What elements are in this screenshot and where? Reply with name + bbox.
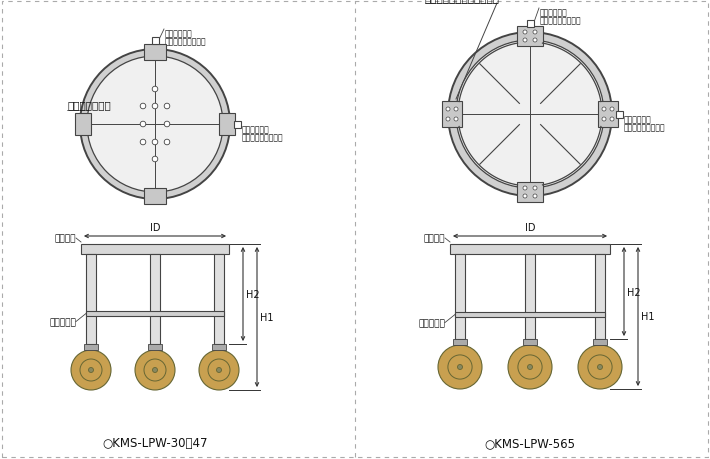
Bar bbox=[527, 21, 533, 28]
Bar bbox=[151, 38, 158, 45]
Circle shape bbox=[598, 365, 603, 369]
Circle shape bbox=[446, 108, 450, 112]
Circle shape bbox=[508, 345, 552, 389]
Bar bbox=[453, 339, 467, 345]
Circle shape bbox=[446, 118, 450, 122]
Circle shape bbox=[533, 39, 537, 43]
Text: ストッパー付: ストッパー付 bbox=[540, 8, 568, 17]
Circle shape bbox=[140, 140, 146, 146]
Bar bbox=[598, 102, 618, 128]
Bar bbox=[148, 344, 162, 350]
Text: スタンド本体：アングル型: スタンド本体：アングル型 bbox=[425, 0, 500, 3]
Text: キャスター取付位置: キャスター取付位置 bbox=[540, 16, 581, 25]
Bar bbox=[219, 114, 235, 136]
Bar bbox=[616, 111, 623, 118]
Circle shape bbox=[602, 108, 606, 112]
Circle shape bbox=[87, 57, 223, 193]
Circle shape bbox=[533, 187, 537, 190]
Bar bbox=[450, 245, 610, 254]
Circle shape bbox=[602, 118, 606, 122]
Text: ストッパー付: ストッパー付 bbox=[624, 115, 652, 124]
Bar bbox=[86, 254, 96, 344]
Bar bbox=[144, 45, 166, 61]
Circle shape bbox=[457, 365, 462, 369]
Bar bbox=[523, 339, 537, 345]
Bar bbox=[150, 254, 160, 344]
Circle shape bbox=[164, 104, 170, 110]
Text: ストッパー付: ストッパー付 bbox=[165, 29, 192, 38]
Text: ○KMS-LPW-30～47: ○KMS-LPW-30～47 bbox=[102, 436, 208, 449]
Circle shape bbox=[199, 350, 239, 390]
Text: H1: H1 bbox=[260, 312, 273, 322]
Circle shape bbox=[71, 350, 111, 390]
Bar bbox=[517, 27, 543, 47]
Circle shape bbox=[610, 108, 614, 112]
Text: H2: H2 bbox=[246, 289, 260, 299]
Text: 補強パイプ: 補強パイプ bbox=[49, 317, 76, 326]
Circle shape bbox=[523, 39, 527, 43]
Text: スタンド：皿型: スタンド：皿型 bbox=[67, 100, 111, 110]
Text: キャスター取付位置: キャスター取付位置 bbox=[242, 133, 283, 142]
Circle shape bbox=[523, 195, 527, 199]
Circle shape bbox=[217, 368, 222, 373]
Circle shape bbox=[448, 33, 612, 196]
Bar bbox=[86, 311, 224, 316]
Circle shape bbox=[80, 50, 230, 200]
Circle shape bbox=[152, 140, 158, 146]
Circle shape bbox=[533, 31, 537, 35]
Bar bbox=[525, 254, 535, 339]
Bar bbox=[144, 189, 166, 205]
Bar bbox=[593, 339, 607, 345]
Bar bbox=[75, 114, 91, 136]
Circle shape bbox=[153, 368, 158, 373]
Bar bbox=[212, 344, 226, 350]
Circle shape bbox=[152, 157, 158, 162]
Circle shape bbox=[454, 118, 458, 122]
Text: H2: H2 bbox=[627, 287, 640, 297]
Circle shape bbox=[164, 122, 170, 128]
Circle shape bbox=[152, 87, 158, 93]
Circle shape bbox=[164, 140, 170, 146]
Circle shape bbox=[610, 118, 614, 122]
Text: キャスター取付位置: キャスター取付位置 bbox=[165, 37, 207, 46]
Circle shape bbox=[528, 365, 532, 369]
Circle shape bbox=[454, 108, 458, 112]
Circle shape bbox=[523, 31, 527, 35]
Circle shape bbox=[578, 345, 622, 389]
Bar bbox=[595, 254, 605, 339]
Text: H1: H1 bbox=[641, 312, 655, 322]
Text: ID: ID bbox=[150, 223, 160, 233]
Circle shape bbox=[152, 104, 158, 110]
Circle shape bbox=[89, 368, 94, 373]
Text: ストッパー付: ストッパー付 bbox=[242, 125, 270, 134]
Text: ○KMS-LPW-565: ○KMS-LPW-565 bbox=[484, 436, 576, 449]
Text: 補強パイプ: 補強パイプ bbox=[418, 318, 445, 327]
Bar bbox=[214, 254, 224, 344]
Bar bbox=[81, 245, 229, 254]
Circle shape bbox=[140, 104, 146, 110]
Text: キャスター取付位置: キャスター取付位置 bbox=[624, 123, 666, 132]
Circle shape bbox=[140, 122, 146, 128]
Circle shape bbox=[456, 41, 604, 189]
Circle shape bbox=[533, 195, 537, 199]
Bar bbox=[455, 312, 605, 317]
Bar bbox=[442, 102, 462, 128]
Bar bbox=[234, 121, 241, 128]
Bar bbox=[84, 344, 98, 350]
Text: パイプ脚: パイプ脚 bbox=[423, 234, 445, 243]
Circle shape bbox=[438, 345, 482, 389]
Text: パイプ脚: パイプ脚 bbox=[55, 234, 76, 243]
Bar bbox=[517, 183, 543, 202]
Circle shape bbox=[523, 187, 527, 190]
Text: ID: ID bbox=[525, 223, 535, 233]
Circle shape bbox=[135, 350, 175, 390]
Bar bbox=[455, 254, 465, 339]
